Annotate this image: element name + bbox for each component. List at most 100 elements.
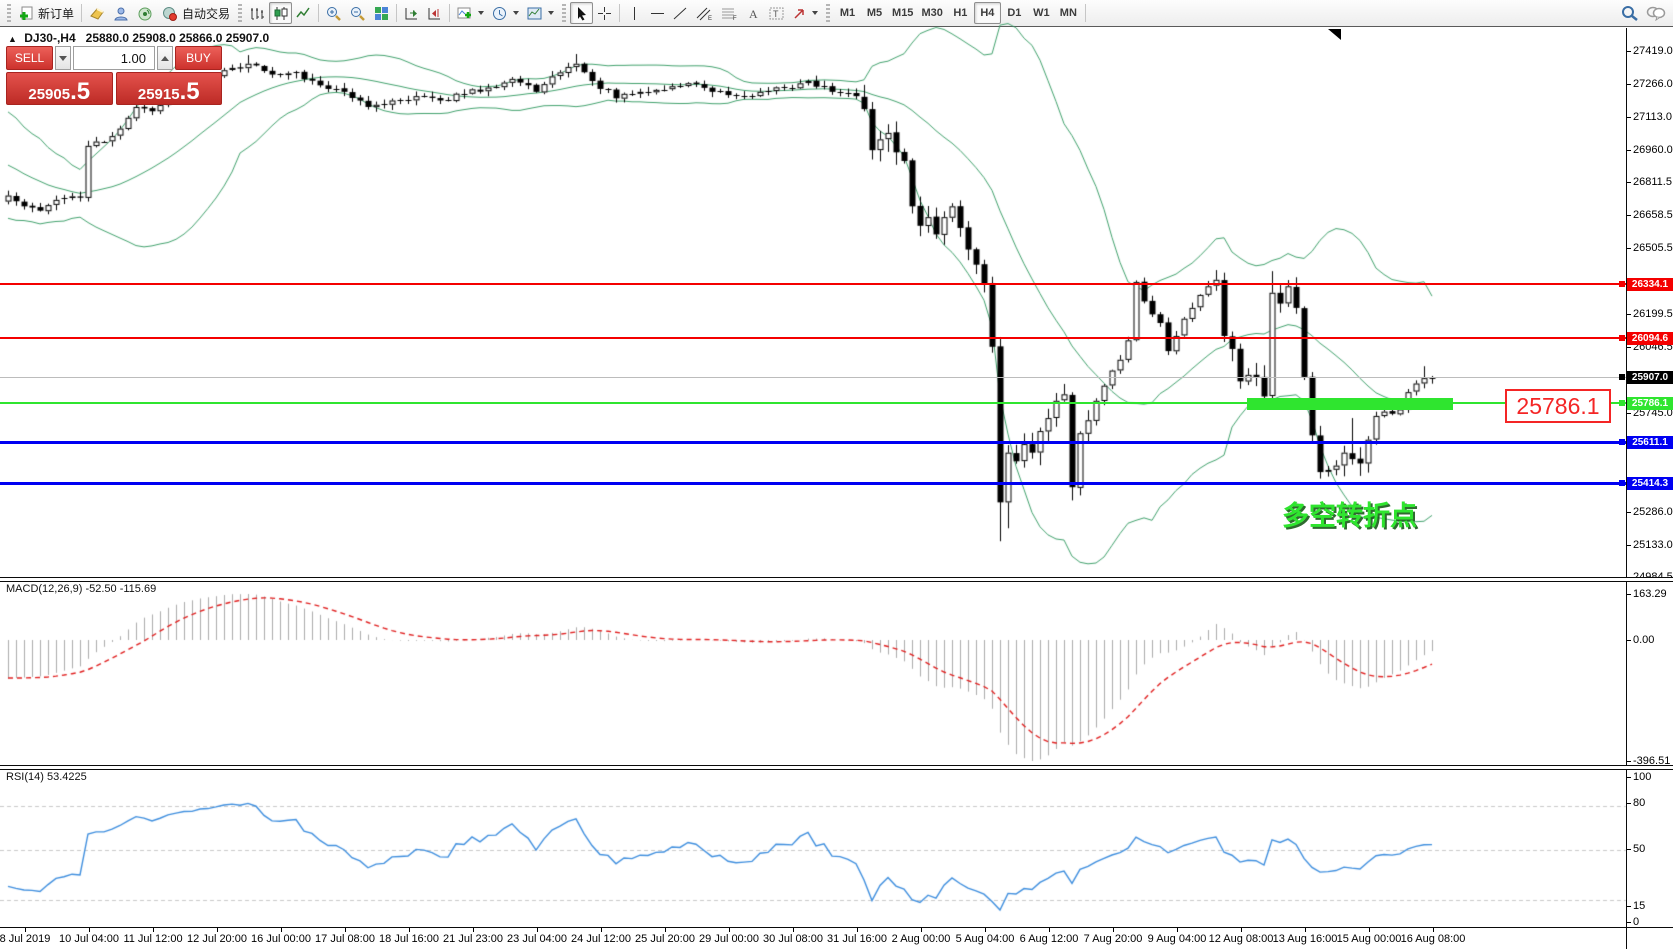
time-axis-tick: [793, 928, 794, 932]
time-axis-label: 21 Jul 23:00: [443, 933, 503, 945]
current-price-line[interactable]: [0, 377, 1626, 378]
price-chip: 25611.1: [1627, 436, 1673, 449]
price-chip-marker: [1619, 439, 1625, 445]
rsi-axis-tick: [1627, 922, 1631, 923]
time-axis-tick: [25, 928, 26, 932]
time-axis-tick: [1433, 928, 1434, 932]
price-chip-marker: [1619, 281, 1625, 287]
time-axis-label: 13 Aug 16:00: [1272, 933, 1338, 945]
price-chip: 26094.6: [1627, 332, 1673, 345]
sell-price-fraction: .5: [70, 78, 91, 105]
time-axis-label: 11 Jul 12:00: [123, 933, 183, 945]
resistance-line[interactable]: [0, 337, 1626, 339]
volume-increase-button[interactable]: [157, 46, 173, 70]
turning-point-annotation[interactable]: 多空转折点: [1282, 501, 1417, 531]
time-axis-tick: [985, 928, 986, 932]
buy-button[interactable]: BUY: [175, 46, 222, 70]
buy-price-fraction: .5: [179, 78, 200, 105]
macd-axis-label: -396.51: [1633, 755, 1671, 767]
time-axis-label: 29 Jul 00:00: [699, 933, 759, 945]
time-axis-label: 15 Aug 00:00: [1336, 933, 1402, 945]
time-axis-tick: [921, 928, 922, 932]
buy-price-main: 25915: [137, 86, 180, 103]
time-axis-tick: [1305, 928, 1306, 932]
time-axis-tick: [217, 928, 218, 932]
rsi-axis-tick: [1627, 777, 1631, 778]
price-axis-tick: [1627, 545, 1631, 546]
time-axis-tick: [473, 928, 474, 932]
price-axis-label: 27266.0: [1633, 78, 1673, 90]
volume-input[interactable]: 1.00: [73, 46, 155, 70]
rsi-axis-label: 0: [1633, 916, 1640, 928]
rsi-axis-tick: [1627, 803, 1631, 804]
chart-symbol-period: DJ30-,H4: [24, 31, 76, 45]
price-axis-tick: [1627, 150, 1631, 151]
price-axis-label: 26960.0: [1633, 144, 1673, 156]
sell-price-box[interactable]: 25905 .5: [6, 72, 113, 105]
price-chip: 26334.1: [1627, 278, 1673, 291]
price-axis-label: 25133.0: [1633, 539, 1673, 551]
chart-title: ▲ DJ30-,H4 25880.0 25908.0 25866.0 25907…: [8, 31, 269, 45]
pivot-price-callout[interactable]: 25786.1: [1505, 389, 1611, 423]
macd-axis-tick: [1627, 761, 1631, 762]
time-axis-tick: [537, 928, 538, 932]
price-axis-tick: [1627, 314, 1631, 315]
price-axis-tick: [1627, 215, 1631, 216]
support-line[interactable]: [0, 441, 1626, 444]
macd-axis-tick: [1627, 640, 1631, 641]
rsi-axis-tick: [1627, 906, 1631, 907]
time-axis-label: 23 Jul 04:00: [507, 933, 567, 945]
chart-ohlc: 25880.0 25908.0 25866.0 25907.0: [85, 31, 270, 45]
price-axis-tick: [1627, 117, 1631, 118]
price-axis-tick: [1627, 413, 1631, 414]
time-axis-tick: [281, 928, 282, 932]
macd-panel-separator[interactable]: [0, 577, 1673, 582]
time-axis-tick: [1049, 928, 1050, 932]
sell-button[interactable]: SELL: [6, 46, 53, 70]
time-axis-label: 12 Jul 20:00: [187, 933, 247, 945]
price-chip: 25907.0: [1627, 371, 1673, 384]
price-axis-label: 26505.5: [1633, 242, 1673, 254]
volume-decrease-button[interactable]: [55, 46, 71, 70]
time-axis-tick: [153, 928, 154, 932]
time-axis-tick: [601, 928, 602, 932]
time-axis-label: 24 Jul 12:00: [571, 933, 631, 945]
time-axis-tick: [1113, 928, 1114, 932]
time-axis-border: [0, 927, 1673, 928]
support-line[interactable]: [0, 482, 1626, 485]
rsi-label: RSI(14) 53.4225: [6, 771, 87, 783]
chart-shift-marker-icon[interactable]: [1328, 29, 1341, 40]
rsi-axis-tick: [1627, 849, 1631, 850]
time-axis-tick: [857, 928, 858, 932]
price-chip-marker: [1619, 400, 1625, 406]
price-axis-tick: [1627, 512, 1631, 513]
resistance-line[interactable]: [0, 283, 1626, 285]
time-axis-label: 25 Jul 20:00: [635, 933, 695, 945]
price-chip-marker: [1619, 335, 1625, 341]
panel-toggle-icon[interactable]: ▲: [8, 34, 17, 44]
time-axis-label: 5 Aug 04:00: [955, 933, 1015, 945]
macd-axis-tick: [1627, 594, 1631, 595]
macd-axis-label: 0.00: [1633, 634, 1655, 646]
time-axis-label: 18 Jul 16:00: [379, 933, 439, 945]
time-axis-label: 7 Aug 20:00: [1083, 933, 1143, 945]
pivot-line[interactable]: [0, 402, 1626, 404]
price-chip-marker: [1619, 374, 1625, 380]
time-axis-label: 16 Aug 08:00: [1400, 933, 1466, 945]
macd-label: MACD(12,26,9) -52.50 -115.69: [6, 583, 157, 595]
price-axis-tick: [1627, 248, 1631, 249]
time-axis-label: 12 Aug 08:00: [1208, 933, 1274, 945]
time-axis-tick: [409, 928, 410, 932]
rsi-panel-separator[interactable]: [0, 765, 1673, 770]
price-axis-label: 26199.5: [1633, 308, 1673, 320]
time-axis-tick: [665, 928, 666, 932]
price-chip-marker: [1619, 480, 1625, 486]
time-axis-tick: [89, 928, 90, 932]
time-axis-tick: [345, 928, 346, 932]
pivot-highlight-rectangle[interactable]: [1247, 398, 1453, 410]
spinner-up-icon: [161, 55, 169, 61]
buy-price-box[interactable]: 25915 .5: [115, 72, 222, 105]
time-axis-label: 2 Aug 00:00: [891, 933, 951, 945]
